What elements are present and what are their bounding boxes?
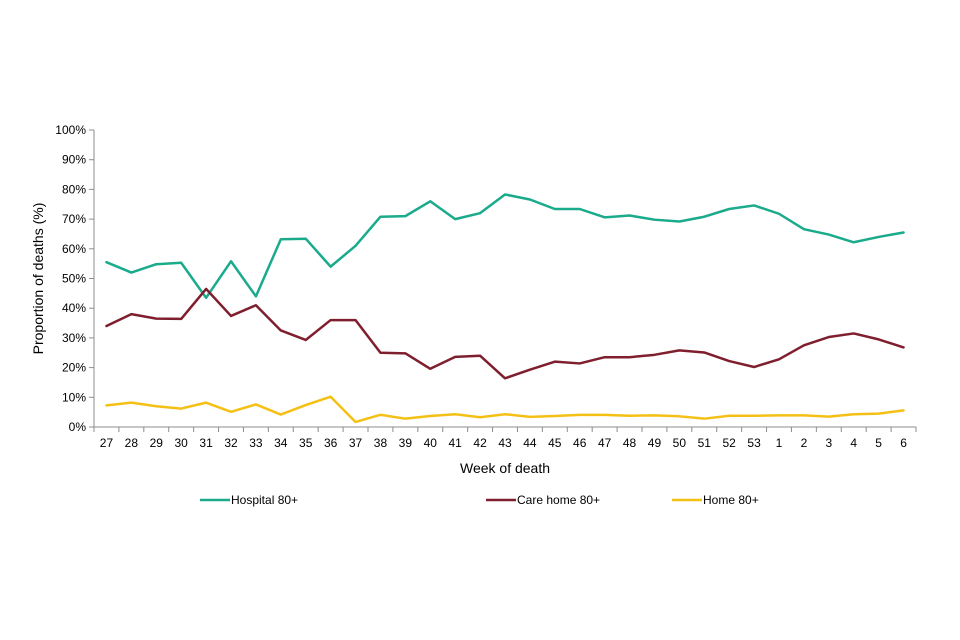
- x-tick-label: 1: [776, 436, 783, 450]
- series-line-hospital-80: [105, 193, 905, 300]
- legend-label-hospital-80: Hospital 80+: [231, 493, 298, 507]
- series-line-home-80: [105, 395, 905, 424]
- x-tick-label: 36: [324, 436, 338, 450]
- x-tick-label: 30: [175, 436, 189, 450]
- x-tick-label: 34: [274, 436, 288, 450]
- x-tick-label: 27: [100, 436, 114, 450]
- x-tick-label: 51: [698, 436, 712, 450]
- x-tick-label: 4: [850, 436, 857, 450]
- y-axis-title: Proportion of deaths (%): [30, 203, 46, 355]
- y-tick-label: 60%: [62, 242, 86, 256]
- y-tick-label: 30%: [62, 331, 86, 345]
- x-tick-label: 2: [801, 436, 808, 450]
- x-tick-label: 29: [150, 436, 164, 450]
- series-line-care-home-80: [105, 287, 905, 380]
- y-tick-label: 0%: [69, 420, 87, 434]
- y-tick-label: 20%: [62, 361, 86, 375]
- x-tick-label: 45: [548, 436, 562, 450]
- x-tick-label: 5: [875, 436, 882, 450]
- x-tick-label: 53: [747, 436, 761, 450]
- y-tick-label: 90%: [62, 153, 86, 167]
- x-tick-label: 32: [224, 436, 238, 450]
- series-lines: [105, 193, 905, 424]
- legend-label-care-home-80: Care home 80+: [517, 493, 600, 507]
- legend: Hospital 80+ Care home 80+ Home 80+: [200, 493, 759, 507]
- x-tick-label: 42: [473, 436, 487, 450]
- x-tick-label: 46: [573, 436, 587, 450]
- x-tick-label: 28: [125, 436, 139, 450]
- y-tick-label: 100%: [55, 123, 86, 137]
- x-tick-label: 38: [374, 436, 388, 450]
- x-tick-label: 40: [424, 436, 438, 450]
- x-tick-label: 48: [623, 436, 637, 450]
- x-tick-label: 35: [299, 436, 313, 450]
- y-tick-label: 80%: [62, 182, 86, 196]
- x-tick-label: 44: [523, 436, 537, 450]
- x-tick-label: 39: [399, 436, 413, 450]
- y-axis: 0% 10% 20% 30% 40% 50% 60% 70% 80% 90% 100%: [55, 123, 95, 434]
- y-tick-label: 40%: [62, 301, 86, 315]
- y-tick-label: 70%: [62, 212, 86, 226]
- x-tick-label: 50: [673, 436, 687, 450]
- x-tick-label: 52: [723, 436, 737, 450]
- x-tick-label: 37: [349, 436, 363, 450]
- x-tick-label: 41: [449, 436, 463, 450]
- y-tick-label: 50%: [62, 272, 86, 286]
- x-tick-label: 49: [648, 436, 662, 450]
- legend-label-home-80: Home 80+: [703, 493, 759, 507]
- x-tick-label: 6: [900, 436, 907, 450]
- x-tick-label: 43: [498, 436, 512, 450]
- y-tick-label: 10%: [62, 390, 86, 404]
- x-tick-label: 33: [249, 436, 263, 450]
- x-tick-label: 31: [199, 436, 213, 450]
- x-tick-label: 3: [825, 436, 832, 450]
- x-axis-title: Week of death: [460, 460, 550, 476]
- x-axis: 27 28 29 30 31 32 33 34 35 36 37 38 39 40 41 42 43 44 45 46…: [93, 426, 917, 450]
- x-tick-label: 47: [598, 436, 612, 450]
